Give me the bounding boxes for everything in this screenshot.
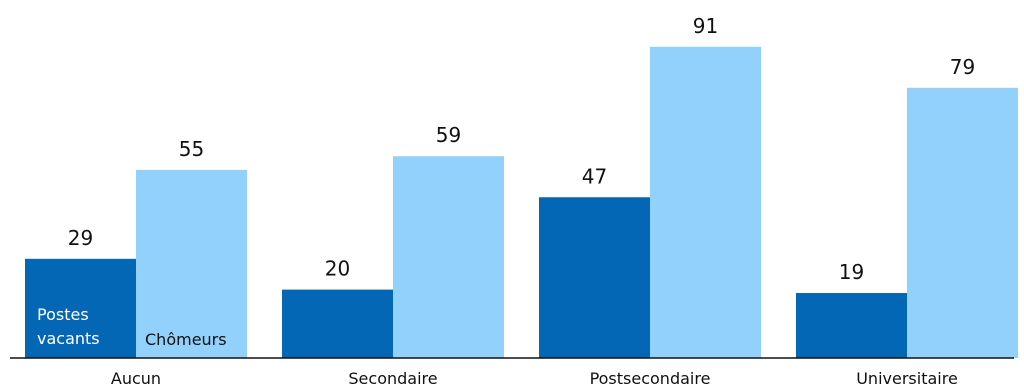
bar-aucun-chomeurs [136,169,247,358]
bar-universitaire-postes-vacants [796,293,907,358]
x-tick-label-secondaire: Secondaire [348,369,437,387]
value-label-postsecondaire-postes-vacants: 47 [582,164,607,188]
value-label-aucun-chomeurs: 55 [179,137,204,161]
value-labels-layer: 29 55 20 59 47 91 19 79 [68,14,975,284]
value-label-secondaire-chomeurs: 59 [436,123,461,147]
inbar-label-chomeurs: Chômeurs [145,330,227,349]
bars-layer [25,46,1018,358]
value-label-secondaire-postes-vacants: 20 [325,257,350,281]
bar-postsecondaire-postes-vacants [539,197,650,358]
value-label-universitaire-chomeurs: 79 [950,55,975,79]
bar-aucun-postes-vacants [25,258,136,358]
bar-postsecondaire-chomeurs [650,46,761,358]
inbar-label-vacants: vacants [37,329,100,348]
bar-secondaire-postes-vacants [282,289,393,358]
inbar-label-postes: Postes [37,305,89,324]
x-tick-label-postsecondaire: Postsecondaire [590,369,711,387]
x-tick-label-aucun: Aucun [111,369,161,387]
value-label-aucun-postes-vacants: 29 [68,226,93,250]
value-label-postsecondaire-chomeurs: 91 [693,14,718,38]
x-tick-label-universitaire: Universitaire [856,369,958,387]
bar-universitaire-chomeurs [907,87,1018,358]
value-label-universitaire-postes-vacants: 19 [839,260,864,284]
bar-secondaire-chomeurs [393,156,504,358]
x-tick-labels-layer: Aucun Secondaire Postsecondaire Universitai… [111,369,958,387]
